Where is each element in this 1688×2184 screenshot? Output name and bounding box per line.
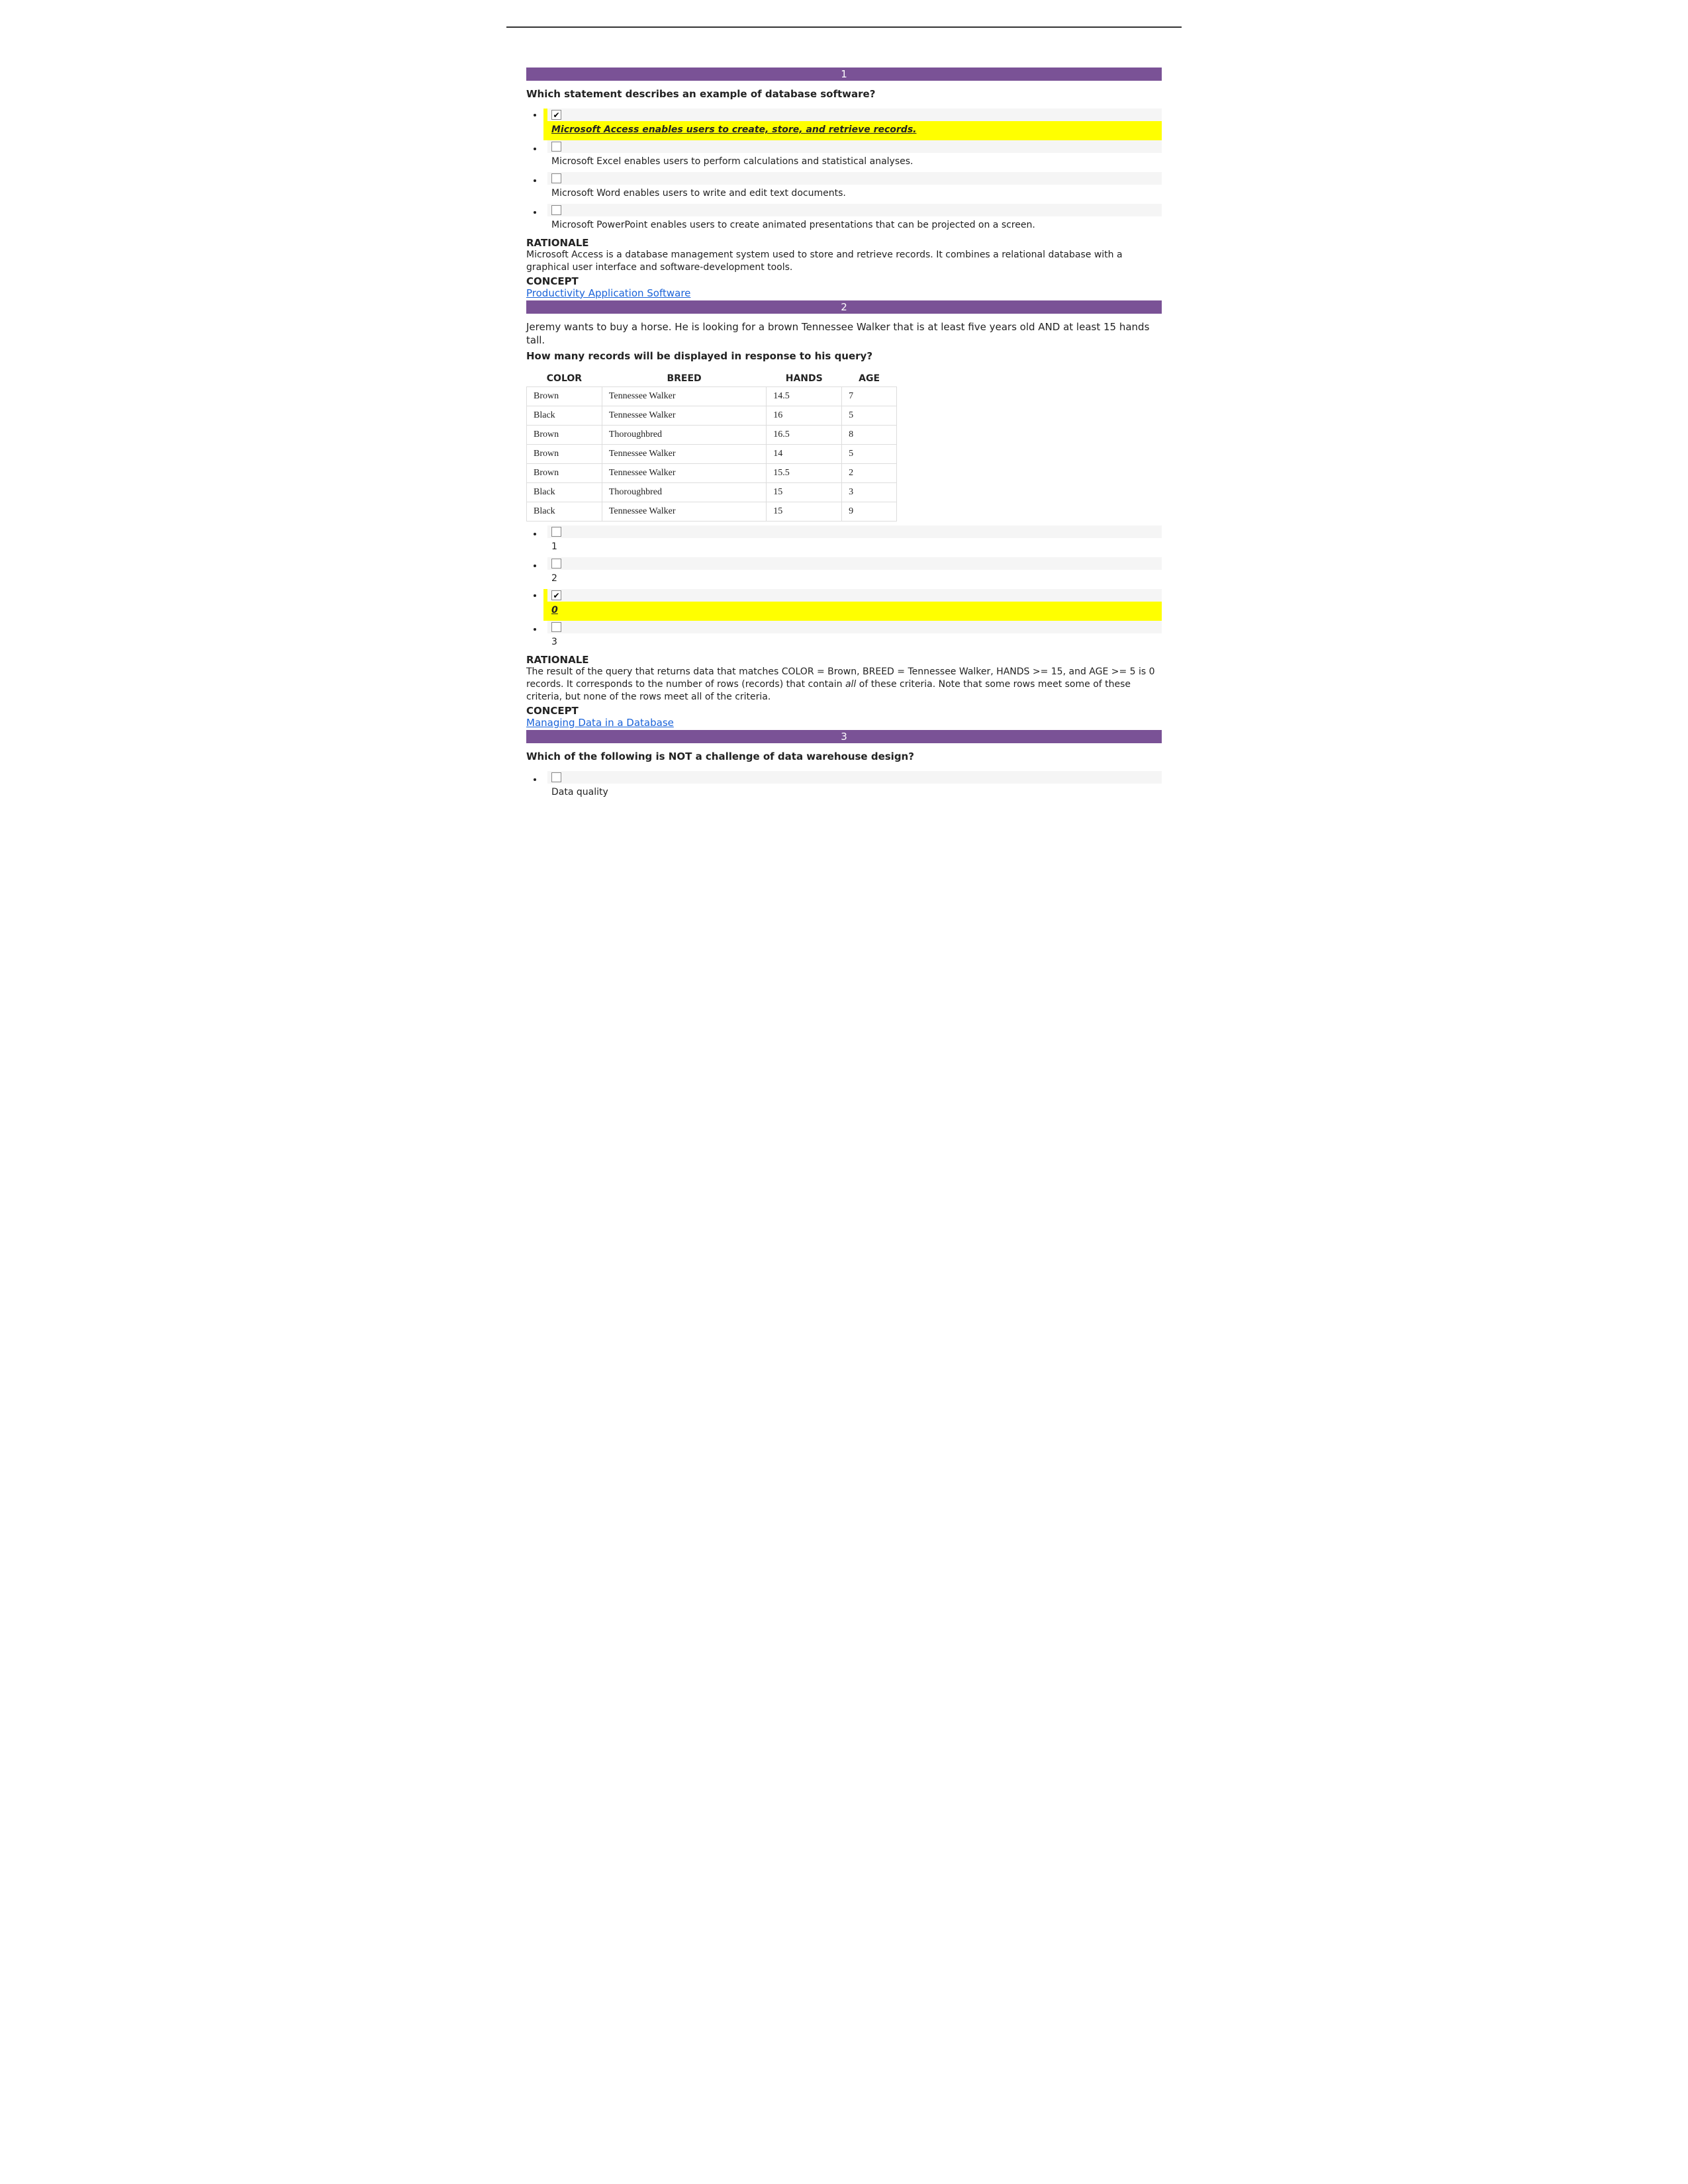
- checkbox-icon[interactable]: ✔: [551, 110, 561, 120]
- table-row: BrownTennessee Walker145: [527, 445, 897, 464]
- table-header: BREED: [602, 371, 766, 387]
- question-intro: Jeremy wants to buy a horse. He is looki…: [526, 320, 1162, 347]
- table-cell: Tennessee Walker: [602, 387, 766, 406]
- table-cell: 7: [842, 387, 897, 406]
- checkbox-icon[interactable]: [551, 142, 561, 152]
- table-header: HANDS: [767, 371, 842, 387]
- table-cell: Brown: [527, 445, 602, 464]
- table-row: BlackTennessee Walker165: [527, 406, 897, 426]
- choice-text: 1: [547, 538, 1162, 557]
- choice-text: Microsoft Access enables users to create…: [547, 121, 1162, 140]
- question-stem: Which of the following is NOT a challeng…: [526, 750, 1162, 763]
- table-cell: 15.5: [767, 464, 842, 483]
- answer-choices: Data quality: [543, 771, 1162, 803]
- table-cell: 2: [842, 464, 897, 483]
- choice-row: [547, 621, 1162, 633]
- table-row: BrownTennessee Walker15.52: [527, 464, 897, 483]
- checkbox-icon[interactable]: [551, 559, 561, 569]
- choice-text: Microsoft Word enables users to write an…: [547, 185, 1162, 204]
- table-cell: Thoroughbred: [602, 483, 766, 502]
- page: 1 Which statement describes an example o…: [506, 0, 1182, 882]
- choice-row: [547, 140, 1162, 153]
- table-cell: Black: [527, 406, 602, 426]
- table-cell: 5: [842, 406, 897, 426]
- table-header: COLOR: [527, 371, 602, 387]
- table-header-row: COLOR BREED HANDS AGE: [527, 371, 897, 387]
- table-cell: 16.5: [767, 426, 842, 445]
- table-row: BrownThoroughbred16.58: [527, 426, 897, 445]
- table-cell: 3: [842, 483, 897, 502]
- table-cell: Tennessee Walker: [602, 406, 766, 426]
- table-cell: Tennessee Walker: [602, 502, 766, 522]
- question-stem: How many records will be displayed in re…: [526, 349, 1162, 363]
- choice-row: [547, 557, 1162, 570]
- choice-text: 0: [547, 602, 1162, 621]
- checkbox-icon[interactable]: ✔: [551, 590, 561, 600]
- choice-text: 3: [547, 633, 1162, 653]
- table-cell: Brown: [527, 464, 602, 483]
- choice-text: Data quality: [547, 784, 1162, 803]
- table-cell: 14.5: [767, 387, 842, 406]
- horse-table: COLOR BREED HANDS AGE BrownTennessee Wal…: [526, 371, 897, 522]
- table-row: BrownTennessee Walker14.57: [527, 387, 897, 406]
- table-cell: 5: [842, 445, 897, 464]
- rationale-text: The result of the query that returns dat…: [526, 666, 1162, 704]
- choice-row: [547, 204, 1162, 216]
- table-cell: 15: [767, 502, 842, 522]
- answer-choices: 1 2 ✔ 0: [543, 525, 1162, 653]
- choice-text: 2: [547, 570, 1162, 589]
- checkbox-icon[interactable]: [551, 622, 561, 632]
- table-cell: 8: [842, 426, 897, 445]
- table-cell: Brown: [527, 426, 602, 445]
- rationale-text: Microsoft Access is a database managemen…: [526, 249, 1162, 274]
- choice-row: ✔: [547, 589, 1162, 602]
- table-cell: Black: [527, 483, 602, 502]
- table-cell: 15: [767, 483, 842, 502]
- question-number-bar: 1: [526, 68, 1162, 81]
- table-cell: Brown: [527, 387, 602, 406]
- checkbox-icon[interactable]: [551, 772, 561, 782]
- table-cell: 16: [767, 406, 842, 426]
- question-number-bar: 2: [526, 300, 1162, 314]
- choice-row: [547, 771, 1162, 784]
- choice-row: [547, 525, 1162, 538]
- table-cell: Tennessee Walker: [602, 464, 766, 483]
- answer-choices: ✔ Microsoft Access enables users to crea…: [543, 109, 1162, 236]
- table-cell: 9: [842, 502, 897, 522]
- table-header: AGE: [842, 371, 897, 387]
- concept-heading: CONCEPT: [526, 705, 1162, 717]
- table-row: BlackTennessee Walker159: [527, 502, 897, 522]
- choice-row: ✔: [547, 109, 1162, 121]
- content: 1 Which statement describes an example o…: [506, 68, 1182, 803]
- table-cell: Black: [527, 502, 602, 522]
- question-stem: Which statement describes an example of …: [526, 87, 1162, 101]
- checkbox-icon[interactable]: [551, 173, 561, 183]
- table-cell: 14: [767, 445, 842, 464]
- choice-text: Microsoft PowerPoint enables users to cr…: [547, 216, 1162, 236]
- concept-link[interactable]: Productivity Application Software: [526, 287, 690, 299]
- table-cell: Tennessee Walker: [602, 445, 766, 464]
- question-number-bar: 3: [526, 730, 1162, 743]
- rationale-heading: RATIONALE: [526, 654, 1162, 666]
- rationale-heading: RATIONALE: [526, 237, 1162, 249]
- choice-row: [547, 172, 1162, 185]
- concept-heading: CONCEPT: [526, 275, 1162, 287]
- checkbox-icon[interactable]: [551, 527, 561, 537]
- checkbox-icon[interactable]: [551, 205, 561, 215]
- table-cell: Thoroughbred: [602, 426, 766, 445]
- top-rule: [506, 26, 1182, 28]
- concept-link[interactable]: Managing Data in a Database: [526, 717, 674, 729]
- choice-text: Microsoft Excel enables users to perform…: [547, 153, 1162, 172]
- table-row: BlackThoroughbred153: [527, 483, 897, 502]
